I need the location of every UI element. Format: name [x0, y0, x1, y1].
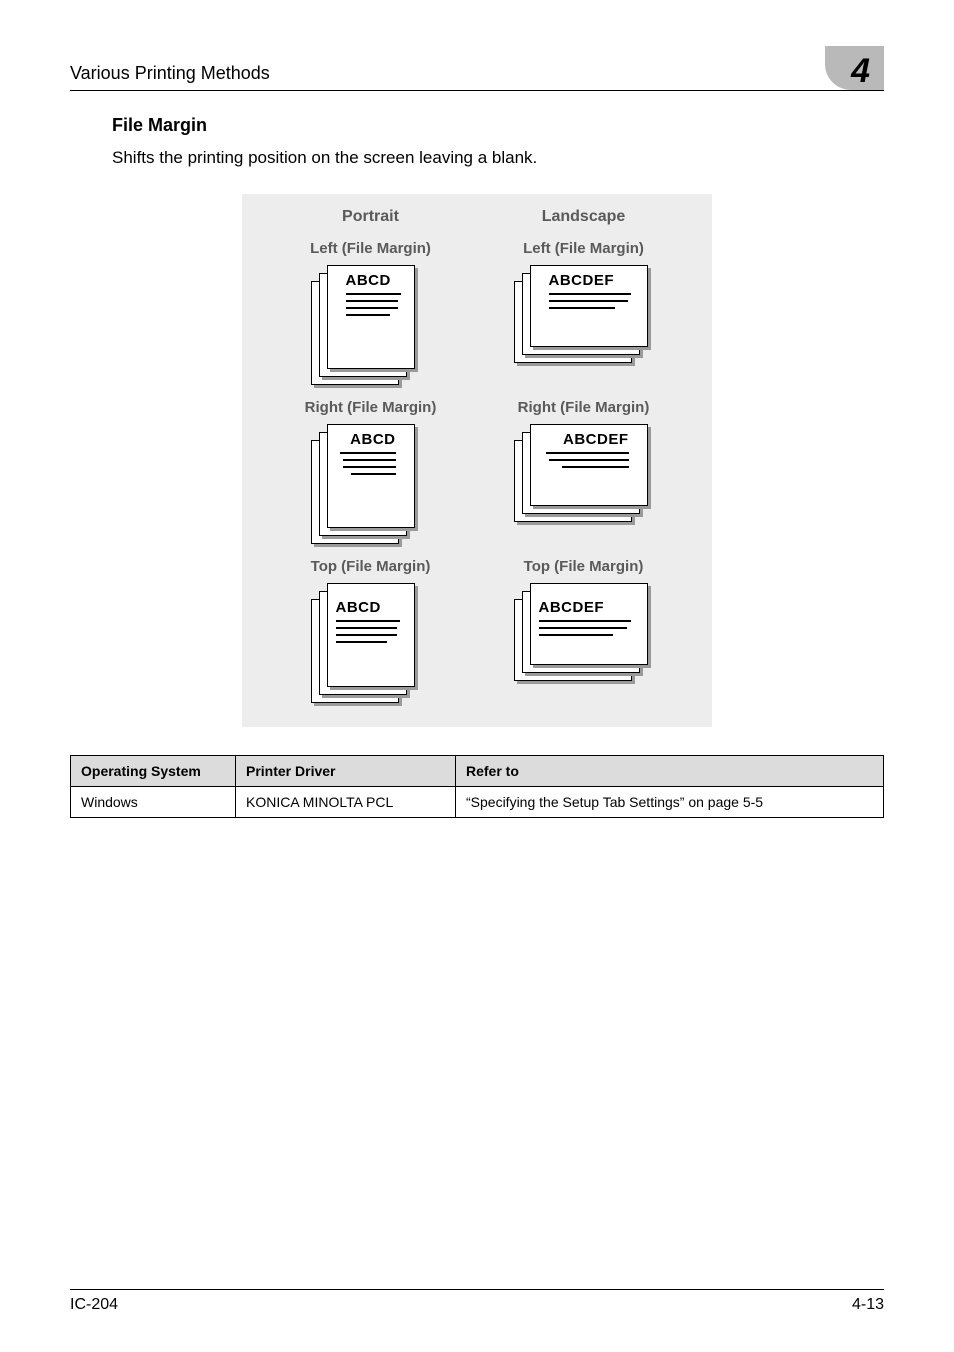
chapter-number: 4 [851, 54, 870, 88]
sheet-sample-text: ABCD [336, 432, 396, 447]
table-cell: “Specifying the Setup Tab Settings” on p… [456, 787, 884, 818]
table-cell: KONICA MINOLTA PCL [236, 787, 456, 818]
stacked-pages-icon: ABCD [311, 583, 431, 703]
stacked-pages-icon: ABCDEF [514, 424, 654, 529]
stacked-pages-icon: ABCDEF [514, 583, 654, 688]
stacked-pages-icon: ABCD [311, 424, 431, 544]
sheet-sample-text: ABCDEF [549, 273, 639, 288]
cell-label: Right (File Margin) [518, 399, 650, 416]
stacked-pages-icon: ABCDEF [514, 265, 654, 370]
cell-label: Left (File Margin) [310, 240, 431, 257]
table-header: Operating System [71, 756, 236, 787]
col-head-landscape: Landscape [477, 208, 690, 226]
section-body: Shifts the printing position on the scre… [112, 148, 884, 168]
sheet-sample-text: ABCD [346, 273, 406, 288]
sheet-sample-text: ABCDEF [539, 432, 629, 447]
table-header: Refer to [456, 756, 884, 787]
running-header-title: Various Printing Methods [70, 63, 270, 84]
table-cell: Windows [71, 787, 236, 818]
section-heading: File Margin [112, 115, 884, 136]
page-header: Various Printing Methods 4 [70, 40, 884, 91]
cell-label: Top (File Margin) [311, 558, 431, 575]
panel-row: Right (File Margin) ABCD Right (File Mar… [264, 399, 690, 544]
table-row: Windows KONICA MINOLTA PCL “Specifying t… [71, 787, 884, 818]
sheet-sample-text: ABCD [336, 600, 406, 615]
panel-row: Left (File Margin) ABCD Left (File Margi… [264, 240, 690, 385]
sheet-sample-text: ABCDEF [539, 600, 639, 615]
footer-right: 4-13 [852, 1296, 884, 1314]
panel-row: Top (File Margin) ABCD Top (File Margin) [264, 558, 690, 703]
footer-left: IC-204 [70, 1296, 118, 1314]
page-footer: IC-204 4-13 [70, 1289, 884, 1314]
cell-label: Top (File Margin) [524, 558, 644, 575]
col-head-portrait: Portrait [264, 208, 477, 226]
cell-label: Left (File Margin) [523, 240, 644, 257]
stacked-pages-icon: ABCD [311, 265, 431, 385]
illustration-panel: Portrait Landscape Left (File Margin) AB… [242, 194, 712, 727]
reference-table: Operating System Printer Driver Refer to… [70, 755, 884, 818]
chapter-badge: 4 [825, 46, 884, 90]
cell-label: Right (File Margin) [305, 399, 437, 416]
table-header: Printer Driver [236, 756, 456, 787]
